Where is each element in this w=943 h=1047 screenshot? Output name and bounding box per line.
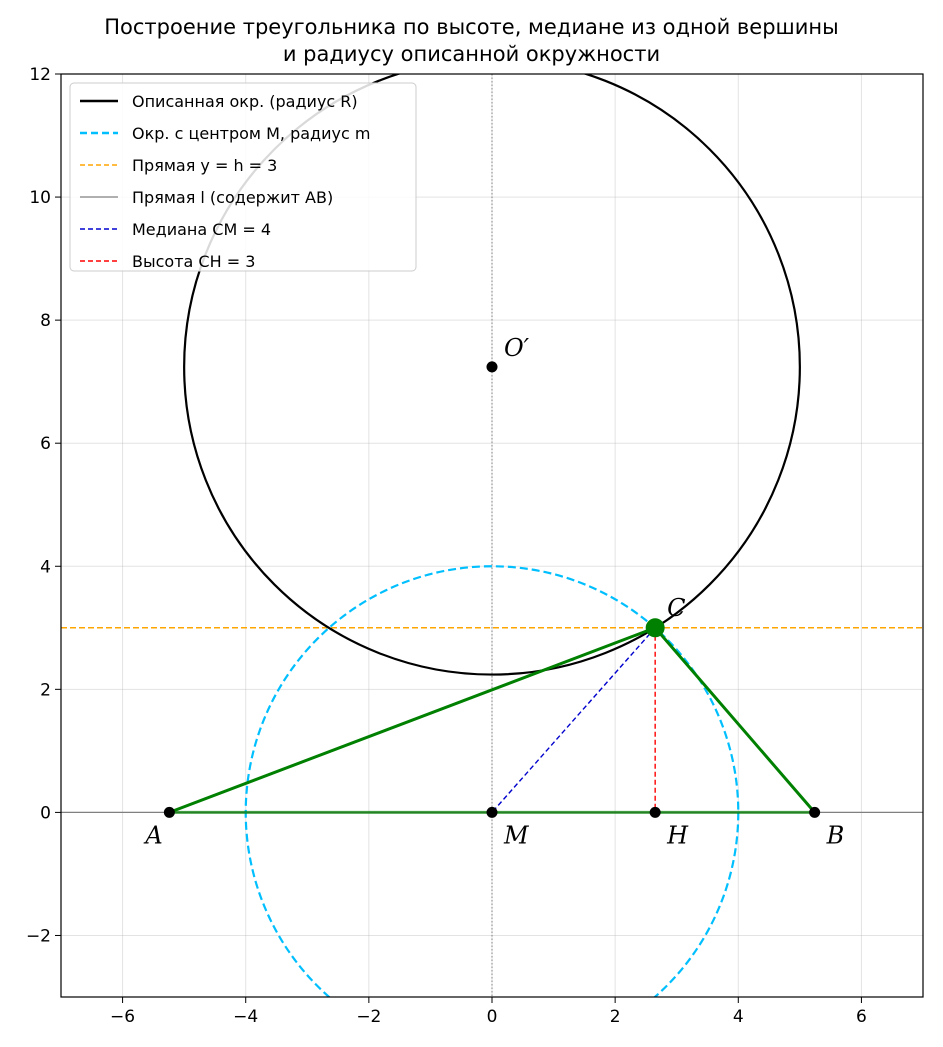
legend-label-circum: Описанная окр. (радиус R) bbox=[132, 92, 358, 111]
circumcircle bbox=[183, 74, 801, 676]
y-tick-label: 2 bbox=[40, 680, 51, 700]
x-tick-label: 0 bbox=[487, 1007, 498, 1027]
point-h bbox=[649, 806, 661, 818]
chart-title-line-2: и радиусу описанной окружности bbox=[282, 42, 661, 66]
legend-label-lline: Прямая l (содержит AB) bbox=[132, 188, 333, 207]
legend-label-height: Высота CH = 3 bbox=[132, 252, 255, 271]
point-label-b: B bbox=[826, 821, 845, 849]
point-a bbox=[163, 806, 175, 818]
y-tick-label: 10 bbox=[29, 188, 51, 208]
y-tick-label: 12 bbox=[29, 65, 51, 85]
point-label-o: O′ bbox=[504, 334, 530, 362]
point-label-m: M bbox=[503, 821, 530, 849]
point-b bbox=[809, 806, 821, 818]
point-c bbox=[645, 618, 665, 638]
x-tick-label: 4 bbox=[733, 1007, 744, 1027]
x-tick-label: 6 bbox=[856, 1007, 867, 1027]
legend-label-median: Медиана CM = 4 bbox=[132, 220, 271, 239]
y-tick-label: 8 bbox=[40, 311, 51, 331]
y-tick-label: 0 bbox=[40, 803, 51, 823]
axis-ticks: −6 −4 −2 0 2 4 6 −2 0 2 4 6 8 10 12 bbox=[26, 65, 867, 1027]
legend-label-hline: Прямая y = h = 3 bbox=[132, 156, 277, 175]
x-tick-label: −2 bbox=[356, 1007, 381, 1027]
point-o bbox=[486, 361, 498, 373]
y-tick-label: −2 bbox=[26, 926, 51, 946]
point-label-h: H bbox=[666, 821, 689, 849]
triangle-side-ac bbox=[168, 626, 656, 814]
triangle-side-cb bbox=[654, 626, 816, 814]
y-tick-label: 6 bbox=[40, 434, 51, 454]
x-tick-label: 2 bbox=[610, 1007, 621, 1027]
chart-title-line-1: Построение треугольника по высоте, медиа… bbox=[104, 15, 839, 39]
point-label-a: A bbox=[143, 821, 162, 849]
median-cm bbox=[491, 627, 656, 813]
x-tick-label: −4 bbox=[233, 1007, 258, 1027]
legend-box bbox=[69, 82, 417, 272]
point-labels: A M H B C O′ bbox=[143, 334, 844, 850]
x-tick-label: −6 bbox=[110, 1007, 135, 1027]
point-label-c: C bbox=[667, 594, 685, 622]
plot-area bbox=[61, 74, 923, 997]
point-m bbox=[486, 806, 498, 818]
legend: Описанная окр. (радиус R) Окр. с центром … bbox=[69, 82, 417, 272]
y-tick-label: 4 bbox=[40, 557, 51, 577]
legend-label-mcircle: Окр. с центром M, радиус m bbox=[132, 124, 370, 143]
